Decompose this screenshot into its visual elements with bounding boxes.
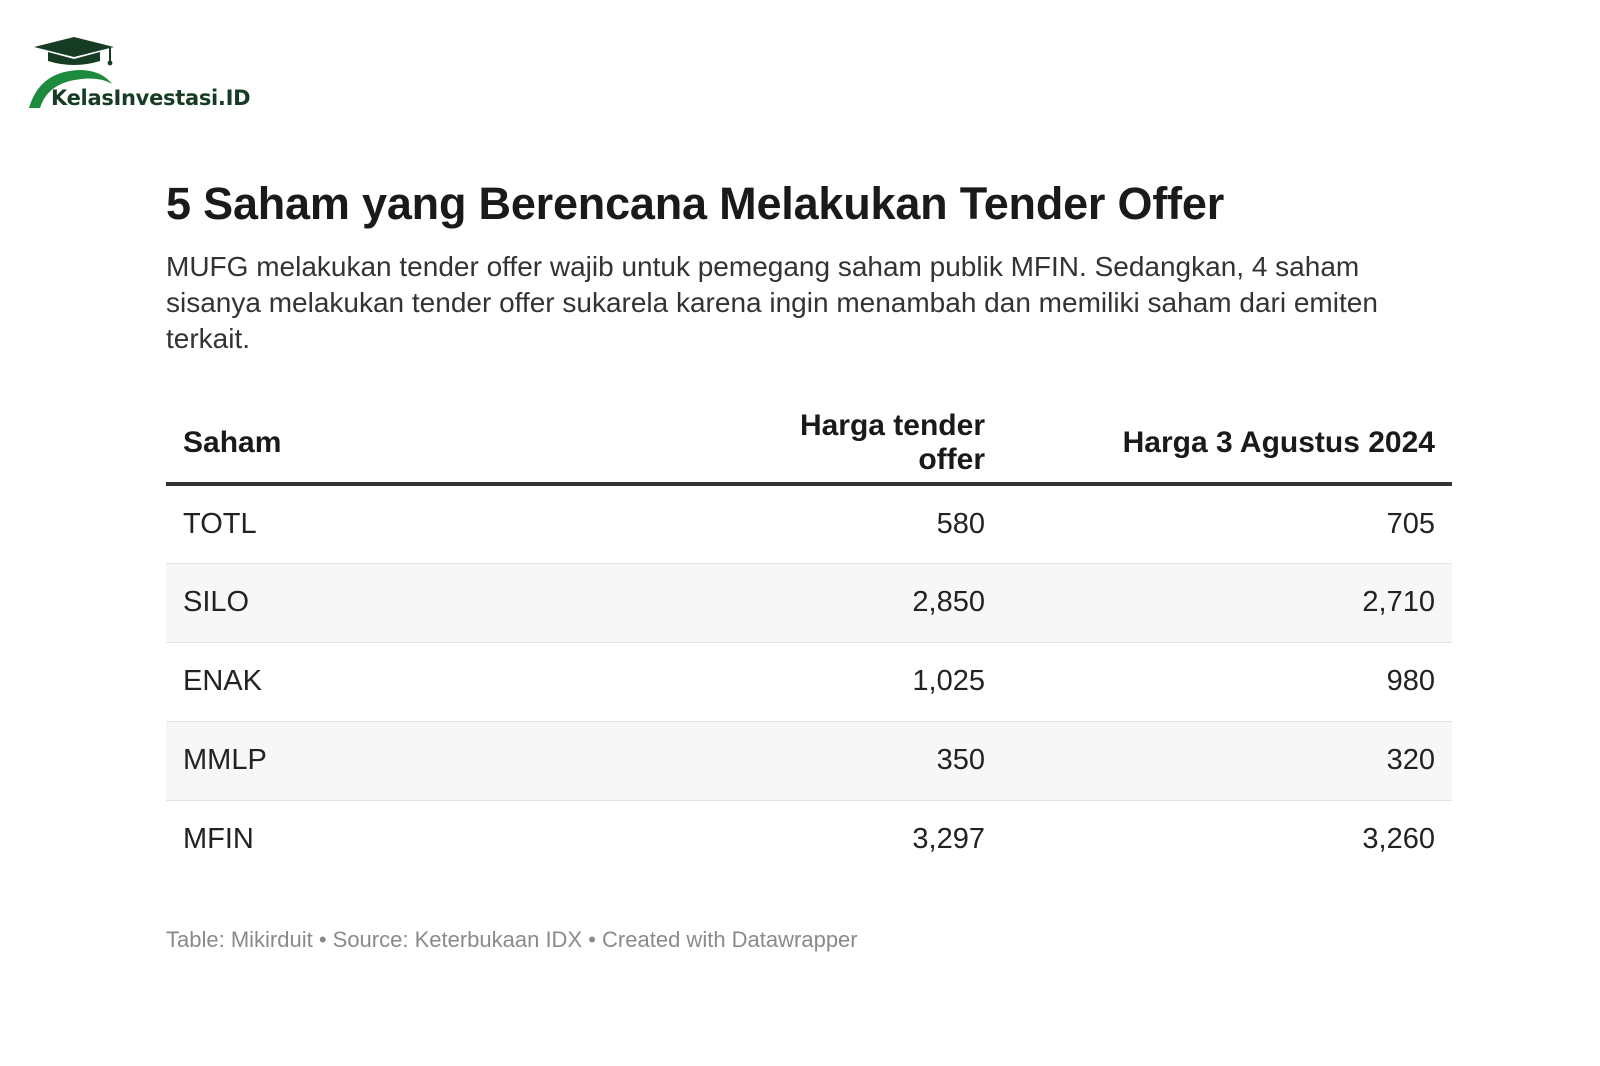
column-header-harga-3-agustus-2024: Harga 3 Agustus 2024 <box>1002 404 1452 486</box>
cell-harga-3-agustus-2024: 3,260 <box>1362 823 1435 856</box>
graduation-cap-icon <box>29 37 114 108</box>
cell-harga-3-agustus-2024: 2,710 <box>1002 563 1452 643</box>
cell-harga-3-agustus-2024: 980 <box>1002 642 1452 722</box>
cell-harga-tender-offer: 350 <box>766 721 1002 801</box>
chart-subtitle: MUFG melakukan tender offer wajib untuk … <box>166 251 1378 354</box>
cell-harga-tender-offer: 580 <box>766 484 1002 564</box>
cell-harga-3-agustus-2024: 320 <box>1002 721 1452 801</box>
table-header-row: Saham Harga tender offer Harga 3 Agustus… <box>166 404 1452 486</box>
table-row: TOTL 580 705 <box>166 484 1452 564</box>
table-row: ENAK 1,025 980 <box>166 642 1452 722</box>
chart-container: 5 Saham yang Berencana Melakukan Tender … <box>166 178 1452 953</box>
cell-harga-3-agustus-2024: 705 <box>1002 484 1452 564</box>
chart-footer: Table: Mikirduit • Source: Keterbukaan I… <box>166 927 858 952</box>
page-title: 5 Saham yang Berencana Melakukan Tender … <box>166 178 1225 229</box>
cell-harga-tender-offer: 2,850 <box>766 563 1002 643</box>
table-row: MMLP 350 320 <box>166 721 1452 801</box>
cell-saham: MMLP <box>166 721 766 801</box>
column-header-saham: Saham <box>166 404 766 486</box>
table-row: MFIN 3,297 3,260 <box>166 800 1452 879</box>
cell-saham: SILO <box>166 563 766 643</box>
column-header-harga-tender-offer: Harga tender offer <box>766 404 1002 486</box>
logo-wordmark: KelasInvestasi.ID <box>51 86 251 110</box>
cell-saham: ENAK <box>166 642 766 722</box>
cell-saham: MFIN <box>183 823 254 856</box>
data-table: Saham Harga tender offer Harga 3 Agustus… <box>166 404 1452 879</box>
cell-saham: TOTL <box>166 484 766 564</box>
kelasinvestasi-logo: KelasInvestasi.ID <box>26 34 256 116</box>
cell-harga-tender-offer: 3,297 <box>912 823 985 856</box>
cell-harga-tender-offer: 1,025 <box>766 642 1002 722</box>
table-row: SILO 2,850 2,710 <box>166 563 1452 643</box>
